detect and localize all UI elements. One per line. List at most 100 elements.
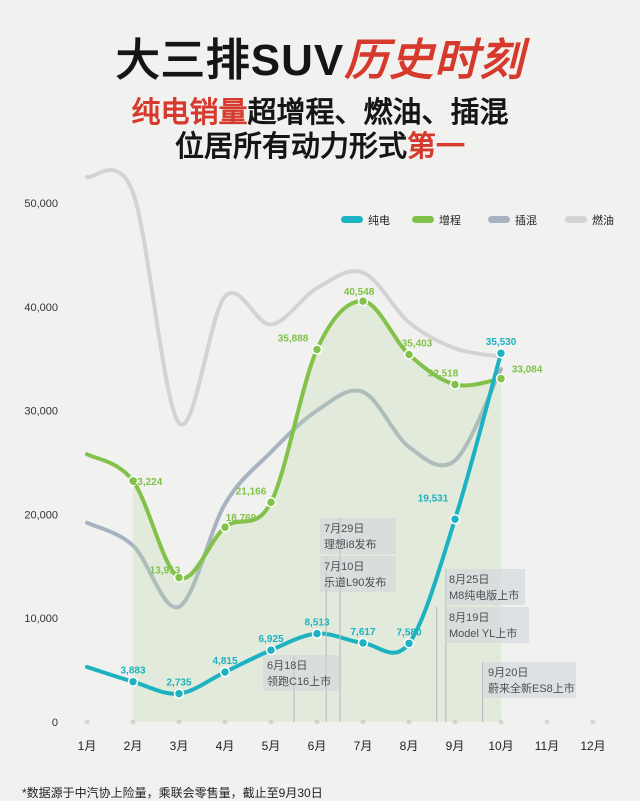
- title-black-part: 大三排SUV: [115, 36, 345, 85]
- x-axis: 1月 2月 3月 4月 5月 6月 7月 8月 9月 10月 11月 12月: [78, 719, 606, 753]
- annotation-box: [484, 662, 576, 698]
- x-tick-dot: [360, 719, 366, 725]
- data-label: 4,815: [212, 656, 237, 667]
- y-axis: 0 10,000 20,000 30,000 40,000 50,000: [24, 198, 58, 729]
- annotation-text: 7月10日: [324, 561, 364, 573]
- annotation-text: Model YL上市: [449, 626, 517, 640]
- series-markers-erev: 23,224 13,913 18,769 21,166 35,888 40,548 35,4…: [127, 287, 543, 583]
- subtitle-line-2: 位居所有动力形式第一: [0, 130, 640, 164]
- data-point: [311, 628, 323, 639]
- series-markers-bev: 3,883 2,735 4,815 6,925 8,513 7,617 7,580 19,53…: [120, 337, 517, 699]
- data-point: [127, 475, 139, 487]
- annotation-box: [445, 569, 525, 605]
- x-tick-label: 10月: [488, 739, 513, 753]
- data-point: [403, 349, 415, 360]
- data-label: 35,888: [278, 333, 309, 344]
- y-tick-label: 50,000: [24, 198, 58, 210]
- data-label: 2,735: [166, 678, 191, 689]
- subtitle-1-red: 纯电销量: [131, 97, 248, 129]
- subtitle-2-black: 位居所有动力形式: [174, 131, 407, 163]
- legend-item: 增程: [412, 213, 461, 227]
- legend-swatch: [341, 216, 363, 223]
- annotation-box: [320, 556, 396, 592]
- legend: 纯电 增程 插混 燃油: [341, 213, 614, 227]
- annotations: 7月29日理想i8发布7月10日乐道L90发布6月18日领跑C16上市8月25日…: [263, 518, 576, 722]
- legend-label: 燃油: [592, 213, 614, 227]
- footnote: *数据源于中汽协上险量，乘联会零售量，截止至9月30日: [22, 786, 323, 800]
- annotation-text: 8月25日: [449, 574, 489, 586]
- data-point: [449, 379, 461, 390]
- main-title: 大三排SUV历史时刻: [0, 34, 640, 88]
- legend-label: 增程: [439, 213, 461, 227]
- subtitle-1-black: 超增程、燃油、插混: [247, 97, 509, 129]
- x-tick-dot: [590, 719, 596, 725]
- annotation-box: [320, 518, 396, 554]
- series-line-erev: [85, 299, 503, 581]
- x-tick-dot: [268, 719, 274, 725]
- data-point: [495, 347, 507, 359]
- legend-swatch: [488, 216, 510, 223]
- data-point: [265, 644, 277, 656]
- data-label: 32,518: [428, 368, 459, 379]
- x-tick-dot: [176, 719, 182, 725]
- legend-swatch: [565, 216, 587, 223]
- y-tick-label: 0: [52, 717, 58, 729]
- x-tick-label: 7月: [354, 739, 373, 753]
- x-tick-label: 9月: [446, 739, 465, 753]
- data-label: 35,530: [486, 337, 517, 348]
- data-point: [265, 497, 277, 508]
- x-tick-label: 8月: [400, 739, 419, 753]
- legend-swatch: [412, 216, 434, 223]
- data-label: 21,166: [236, 486, 267, 497]
- data-point: [357, 637, 369, 649]
- subtitle-2-red: 第一: [407, 131, 466, 163]
- data-label: 7,580: [396, 627, 421, 638]
- annotation-text: 乐道L90发布: [324, 575, 386, 589]
- x-tick-label: 12月: [580, 739, 605, 753]
- data-point: [449, 514, 461, 525]
- series-line-phev: [85, 367, 503, 610]
- annotation-label: 8月19日 Model YL上市: [445, 607, 529, 643]
- annotation-text: 6月18日: [267, 660, 307, 672]
- annotation-box: [263, 655, 339, 691]
- data-label: 23,224: [132, 477, 163, 488]
- data-label: 40,548: [344, 287, 375, 298]
- data-label: 18,769: [226, 513, 257, 524]
- x-tick-label: 2月: [124, 739, 143, 753]
- y-tick-label: 40,000: [24, 302, 58, 314]
- data-label: 8,513: [304, 618, 329, 629]
- x-tick-label: 4月: [216, 739, 235, 753]
- data-point: [219, 521, 231, 533]
- data-point: [357, 295, 369, 307]
- title-red-part: 历史时刻: [344, 36, 525, 85]
- x-tick-label: 11月: [535, 739, 559, 753]
- x-tick-dot: [544, 719, 550, 725]
- data-label: 13,913: [150, 566, 181, 577]
- legend-item: 燃油: [565, 213, 614, 227]
- data-point: [219, 666, 231, 678]
- data-label: 35,403: [402, 339, 433, 350]
- x-tick-dot: [314, 719, 320, 725]
- x-tick-dot: [498, 719, 504, 725]
- x-tick-label: 5月: [262, 739, 281, 753]
- data-label: 7,617: [350, 627, 375, 638]
- data-point: [311, 344, 323, 355]
- data-point: [127, 676, 139, 687]
- y-tick-label: 20,000: [24, 509, 58, 521]
- annotation-label: 8月25日 M8纯电版上市: [445, 569, 525, 605]
- x-tick-dot: [406, 719, 412, 725]
- legend-item: 纯电: [341, 214, 390, 227]
- data-label: 19,531: [418, 493, 449, 504]
- annotation-text: M8纯电版上市: [449, 588, 519, 602]
- y-tick-label: 30,000: [24, 406, 58, 418]
- data-label: 3,883: [120, 666, 145, 677]
- data-point: [403, 638, 415, 649]
- x-tick-label: 3月: [170, 739, 189, 753]
- annotation-text: 领跑C16上市: [267, 674, 331, 688]
- annotation-text: 7月29日: [324, 523, 364, 535]
- data-label: 6,925: [258, 634, 283, 645]
- data-point: [495, 373, 507, 384]
